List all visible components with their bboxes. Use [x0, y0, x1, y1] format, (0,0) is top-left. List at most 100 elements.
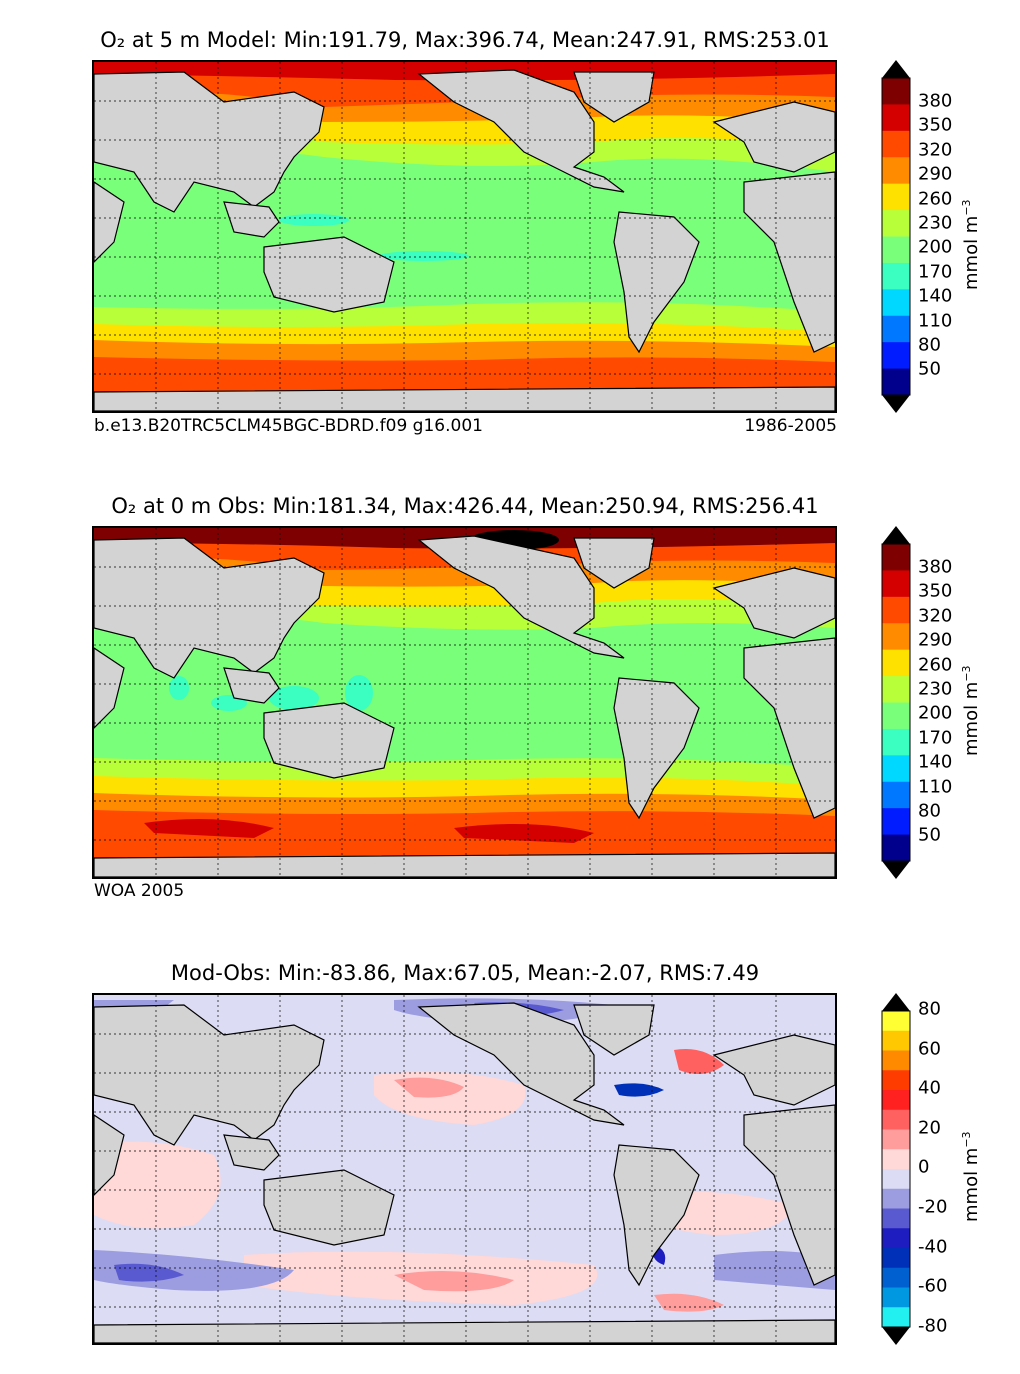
- colorbar-tick-label: 50: [918, 824, 941, 846]
- colorbar-tick-label: 350: [918, 580, 953, 602]
- colorbar-tick-label: 320: [918, 139, 953, 161]
- colorbar-swatch: [882, 236, 910, 264]
- colorbar-swatch: [882, 1228, 910, 1249]
- map-svg: [94, 528, 835, 877]
- colorbar-swatch: [882, 1188, 910, 1209]
- colorbar-swatch: [882, 702, 910, 730]
- colorbar-swatch: [882, 342, 910, 370]
- colorbar-swatch: [882, 104, 910, 132]
- colorbar-tick-label: 110: [918, 310, 953, 332]
- panel-title: Mod-Obs: Min:-83.86, Max:67.05, Mean:-2.…: [170, 961, 760, 985]
- colorbar-tick-label: 290: [918, 629, 953, 651]
- colorbar-tick-label: 230: [918, 212, 953, 234]
- colorbar-tick-label: 50: [918, 358, 941, 380]
- panel-title: O₂ at 0 m Obs: Min:181.34, Max:426.44, M…: [111, 494, 819, 518]
- colorbar-tick-label: 20: [918, 1117, 941, 1139]
- colorbar-swatch: [882, 289, 910, 317]
- colorbar-tick-label: 230: [918, 678, 953, 700]
- colorbar-swatch: [882, 78, 910, 105]
- colorbar-tick-label: -60: [918, 1275, 948, 1297]
- colorbar-tick-label: 290: [918, 163, 953, 185]
- colorbar-tick-label: 140: [918, 285, 953, 307]
- colorbar-swatch: [882, 315, 910, 343]
- colorbar-swatch: [882, 1050, 910, 1071]
- colorbar-swatch: [882, 596, 910, 624]
- footer-left: b.e13.B20TRC5CLM45BGC-BDRD.f09 g16.001: [94, 416, 483, 436]
- colorbar-swatch: [882, 1149, 910, 1170]
- colorbar-swatch: [882, 1109, 910, 1130]
- colorbar-swatch: [882, 544, 910, 571]
- colorbar-swatch: [882, 1208, 910, 1229]
- colorbar-swatch: [882, 262, 910, 290]
- colorbar-tick-label: 350: [918, 114, 953, 136]
- colorbar-swatch: [882, 183, 910, 211]
- colorbar-tick-label: -20: [918, 1196, 948, 1218]
- colorbar-tick-label: -80: [918, 1315, 948, 1337]
- colorbar-tick-label: 260: [918, 188, 953, 210]
- colorbar-tick-label: 200: [918, 236, 953, 258]
- colorbar-tick-label: 40: [918, 1077, 941, 1099]
- colorbar-swatch: [882, 157, 910, 185]
- colorbar-extend-bottom: [882, 1327, 910, 1345]
- colorbar-swatch: [882, 1287, 910, 1308]
- colorbar-svg: [881, 993, 911, 1345]
- colorbar: [881, 60, 911, 413]
- colorbar-unit: mmol m−3: [960, 1131, 982, 1222]
- colorbar-swatch: [882, 676, 910, 703]
- colorbar-tick-label: 380: [918, 90, 953, 112]
- colorbar-swatch: [882, 1011, 910, 1032]
- colorbar-swatch: [882, 570, 910, 598]
- colorbar-swatch: [882, 1070, 910, 1091]
- colorbar-swatch: [882, 649, 910, 677]
- colorbar-swatch: [882, 130, 910, 158]
- colorbar-tick-label: 80: [918, 800, 941, 822]
- colorbar-swatch: [882, 834, 910, 862]
- colorbar-tick-label: 320: [918, 605, 953, 627]
- colorbar-tick-label: 60: [918, 1038, 941, 1060]
- footer-right: 1986-2005: [744, 416, 837, 436]
- colorbar-swatch: [882, 728, 910, 756]
- map-svg: [94, 995, 835, 1343]
- map-svg: [94, 62, 835, 411]
- colorbar-swatch: [882, 1248, 910, 1269]
- colorbar-extend-top: [882, 60, 910, 78]
- colorbar-swatch: [882, 1169, 910, 1190]
- colorbar-svg: [881, 60, 911, 413]
- colorbar-unit: mmol m−3: [960, 665, 982, 756]
- colorbar-swatch: [882, 1267, 910, 1288]
- map-diff: [92, 993, 837, 1345]
- colorbar-swatch: [882, 623, 910, 651]
- colorbar: [881, 993, 911, 1345]
- colorbar-swatch: [882, 1030, 910, 1051]
- footer-left: WOA 2005: [94, 881, 185, 901]
- colorbar-tick-label: -40: [918, 1236, 948, 1258]
- colorbar-tick-label: 260: [918, 654, 953, 676]
- colorbar-tick-label: 380: [918, 556, 953, 578]
- colorbar: [881, 526, 911, 879]
- colorbar-tick-label: 140: [918, 751, 953, 773]
- map-model: [92, 60, 837, 413]
- colorbar-swatch: [882, 1129, 910, 1150]
- colorbar-tick-label: 110: [918, 776, 953, 798]
- colorbar-tick-label: 0: [918, 1156, 930, 1178]
- colorbar-extend-bottom: [882, 861, 910, 879]
- colorbar-tick-label: 80: [918, 334, 941, 356]
- colorbar-swatch: [882, 781, 910, 809]
- colorbar-swatch: [882, 1090, 910, 1111]
- colorbar-svg: [881, 526, 911, 879]
- colorbar-unit: mmol m−3: [960, 199, 982, 290]
- panel-title: O₂ at 5 m Model: Min:191.79, Max:396.74,…: [100, 28, 830, 52]
- colorbar-extend-bottom: [882, 395, 910, 413]
- colorbar-extend-top: [882, 526, 910, 544]
- colorbar-extend-top: [882, 993, 910, 1011]
- colorbar-swatch: [882, 1307, 910, 1328]
- map-obs: [92, 526, 837, 879]
- colorbar-swatch: [882, 210, 910, 237]
- colorbar-tick-label: 80: [918, 998, 941, 1020]
- colorbar-tick-label: 200: [918, 702, 953, 724]
- colorbar-swatch: [882, 808, 910, 836]
- colorbar-tick-label: 170: [918, 727, 953, 749]
- colorbar-swatch: [882, 368, 910, 396]
- colorbar-swatch: [882, 755, 910, 783]
- colorbar-tick-label: 170: [918, 261, 953, 283]
